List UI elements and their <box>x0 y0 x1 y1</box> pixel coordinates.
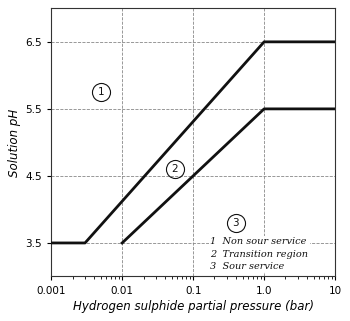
Text: 3: 3 <box>232 218 239 228</box>
Text: 2: 2 <box>172 164 178 174</box>
Text: 1  Non sour service
2  Transition region
3  Sour service: 1 Non sour service 2 Transition region 3… <box>210 237 308 271</box>
Y-axis label: Solution pH: Solution pH <box>8 108 21 177</box>
X-axis label: Hydrogen sulphide partial pressure (bar): Hydrogen sulphide partial pressure (bar) <box>73 300 314 313</box>
Text: 1: 1 <box>97 87 104 97</box>
